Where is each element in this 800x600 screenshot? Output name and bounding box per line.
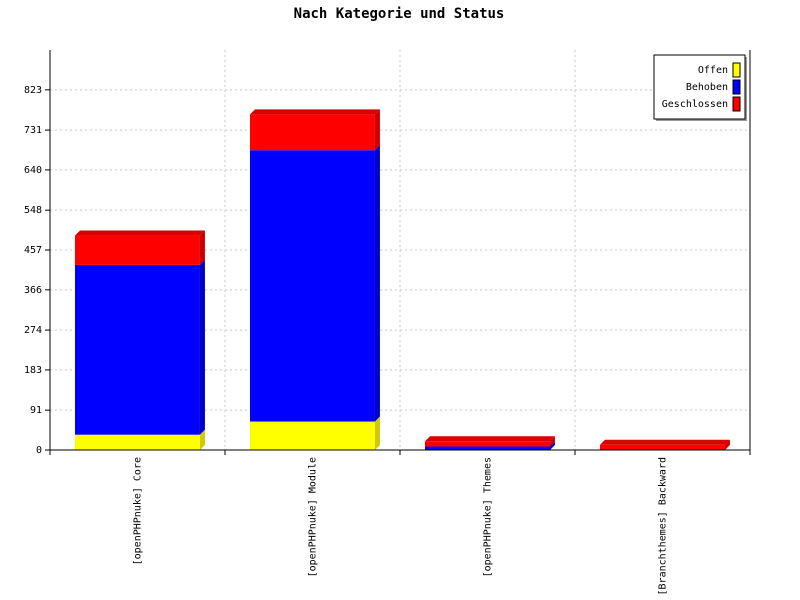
bar-segment-side [199, 259, 205, 435]
legend-label: Behoben [686, 82, 728, 93]
legend-swatch [732, 62, 741, 78]
bar-segment [250, 114, 375, 151]
x-tick-label: [openPHPnuke] Module [308, 457, 319, 577]
bar-top-face [75, 230, 205, 236]
chart-title: Nach Kategorie und Status [294, 6, 505, 22]
legend-label: Geschlossen [662, 99, 728, 110]
bar-segment [75, 235, 200, 265]
x-tick-label: [Branchthemes] Backward [658, 457, 669, 595]
bar-segment-side [724, 439, 730, 450]
bar-segment [250, 421, 375, 450]
legend-swatch [732, 96, 741, 112]
bar-top-face [600, 439, 730, 445]
bar-segment-side [549, 436, 555, 447]
bar-segment-side [374, 145, 380, 422]
y-tick-label: 823 [24, 85, 42, 96]
axes: 0 91 183 274 366 457 548 640 731 823 [openPHPnuke]… [24, 50, 751, 595]
y-tick-label: 640 [24, 165, 42, 176]
y-tick-label: 366 [24, 285, 42, 296]
bar-segment [75, 264, 200, 435]
bar-segment-side [199, 429, 205, 450]
bar-segment [75, 434, 200, 450]
bars [75, 109, 730, 450]
bar-segment-side [199, 230, 205, 265]
bar-segment-side [549, 441, 555, 450]
bar-segment-side [374, 416, 380, 450]
y-tick-label: 91 [30, 405, 42, 416]
x-tick-label: [openPHPnuke] Core [133, 457, 144, 565]
y-tick-label: 731 [24, 125, 42, 136]
y-tick-label: 548 [24, 205, 42, 216]
bar-top-face [425, 436, 555, 442]
bar-segment [250, 150, 375, 422]
y-tick-label: 0 [36, 445, 42, 456]
y-tick-label: 457 [24, 245, 42, 256]
bar-segment-side [374, 109, 380, 151]
bar-segment [425, 446, 550, 450]
x-tick-label: [openPHPnuke] Themes [483, 457, 494, 577]
bar-segment [600, 444, 725, 450]
legend-swatch [732, 79, 741, 95]
legend-box [653, 54, 746, 120]
y-tick-label: 183 [24, 365, 42, 376]
bar-segment [425, 441, 550, 447]
legend-label: Offen [698, 65, 728, 76]
y-tick-label: 274 [24, 325, 42, 336]
bar-top-face [250, 109, 380, 115]
legend: Offen Behoben Geschlossen [653, 54, 747, 121]
